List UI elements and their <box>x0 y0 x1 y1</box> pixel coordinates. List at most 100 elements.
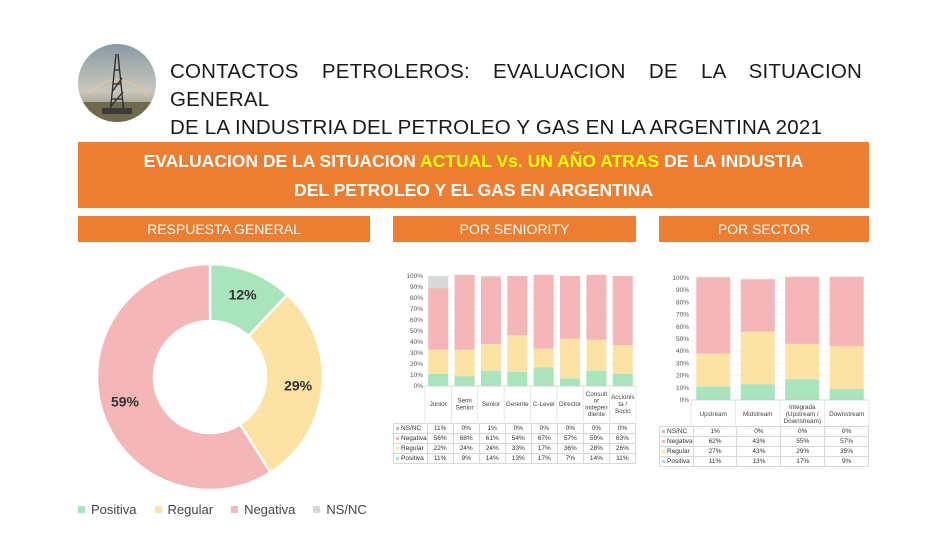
seniority-table-cell: 11% <box>426 453 454 464</box>
seniority-bar-negativa <box>533 274 554 349</box>
donut-chart: 12% 29% 59% <box>95 262 325 492</box>
seniority-tick-label: 90% <box>410 284 423 291</box>
sector-tick-label: 70% <box>676 312 689 319</box>
sector-tick-label: 60% <box>676 324 689 331</box>
legend-swatch <box>154 506 162 513</box>
legend-marker <box>662 449 665 453</box>
seniority-tick-label: 100% <box>406 273 423 280</box>
seniority-table-cell: 59% <box>582 433 610 444</box>
seniority-bar-positiva <box>507 371 528 386</box>
seniority-table-cell: 9% <box>452 453 480 464</box>
legend-swatch <box>78 506 85 513</box>
sector-table-cell: 0% <box>780 426 826 437</box>
sector-row-header: Negativa <box>659 436 694 447</box>
legend-item-positiva: Positiva <box>78 502 137 517</box>
sector-table-cell: 27% <box>692 446 738 457</box>
sector-table-row: Negativa 62% 43% 55% 57% <box>659 436 869 447</box>
seniority-category-label: Senior <box>482 401 500 408</box>
sector-tick-label: 90% <box>676 287 689 294</box>
sector-category-label: Upstream <box>700 411 727 418</box>
seniority-table-cell: 0% <box>556 423 584 434</box>
legend-label: Regular <box>167 502 214 517</box>
seniority-table-row: Regular 22% 24% 24% 33% 17% 36% 28% 26% <box>393 443 637 454</box>
sector-bar-positiva <box>829 389 864 400</box>
seniority-row-label: Negativa <box>401 435 427 442</box>
legend-marker <box>396 426 399 430</box>
seniority-tick-label: 20% <box>410 361 423 368</box>
legend-label: Negativa <box>244 502 296 517</box>
sector-table-cell: 57% <box>824 436 869 447</box>
sector-row-header: Regular <box>659 446 694 457</box>
seniority-tick-label: 50% <box>410 328 423 335</box>
seniority-bar-regular <box>428 349 449 374</box>
seniority-table-cell: 63% <box>608 433 637 444</box>
seniority-tick-label: 80% <box>410 295 423 302</box>
banner-text-1: EVALUACION DE LA SITUACION <box>143 151 421 171</box>
seniority-table-row: Positiva 11% 9% 14% 13% 17% 7% 14% 11% <box>393 453 637 464</box>
seniority-table-cell: 0% <box>530 423 558 434</box>
seniority-bar-negativa <box>612 276 633 346</box>
seniority-tick-label: 0% <box>414 383 424 390</box>
sector-tick-label: 80% <box>676 299 689 306</box>
seniority-category-label: Junior <box>430 401 447 408</box>
sector-row-label: Regular <box>667 448 690 455</box>
legend-label: NS/NC <box>326 502 367 517</box>
seniority-row-label: NS/NC <box>401 425 422 432</box>
seniority-row-header: Negativa <box>393 433 428 444</box>
seniority-bar-ns-nc <box>480 276 501 278</box>
sector-tick-label: 30% <box>676 360 689 367</box>
donut-slice-regular <box>238 292 325 475</box>
seniority-bar-negativa <box>586 274 607 340</box>
seniority-bar-ns-nc <box>428 276 449 289</box>
sector-tick-label: 100% <box>672 275 689 282</box>
sector-bar-regular <box>696 353 731 387</box>
seniority-bar-positiva <box>586 370 607 386</box>
seniority-table-cell: 11% <box>426 423 454 434</box>
sector-bar-positiva <box>785 379 820 400</box>
banner-text-2: DE LA INDUSTIA <box>659 151 804 171</box>
legend-marker <box>662 429 665 433</box>
seniority-table-cell: 14% <box>582 453 610 464</box>
legend-swatch <box>313 506 321 513</box>
legend-marker <box>396 436 399 440</box>
sector-table-cell: 17% <box>780 456 826 467</box>
seniority-table-cell: 24% <box>478 443 506 454</box>
sector-bar-negativa <box>696 278 731 354</box>
seniority-bar-negativa <box>480 277 501 345</box>
sector-bar-negativa <box>829 276 864 347</box>
sector-table-cell: 0% <box>736 426 782 437</box>
legend-marker <box>396 456 399 460</box>
seniority-bar-positiva <box>480 370 501 386</box>
seniority-bar-regular <box>507 335 528 372</box>
seniority-table-cell: 0% <box>504 423 532 434</box>
sector-data-table: NS/NC 1% 0% 0% 0% Negativa 62% 43% 55% 57% Regular… <box>659 426 869 467</box>
seniority-table-cell: 68% <box>452 433 480 444</box>
title-line-1: CONTACTOS PETROLEROS: EVALUACION DE LA S… <box>170 60 862 111</box>
banner-line-2: DEL PETROLEO Y EL GAS EN ARGENTINA <box>294 180 653 200</box>
seniority-category-label: Director <box>559 401 581 408</box>
seniority-tick-label: 70% <box>410 306 423 313</box>
sector-category-label: Downstream <box>829 411 864 418</box>
sector-category-label: Midstream <box>743 411 772 418</box>
seniority-row-header: Regular <box>393 443 428 454</box>
seniority-table-cell: 28% <box>582 443 610 454</box>
sector-tick-label: 0% <box>680 397 690 404</box>
header-por-seniority: POR SENIORITY <box>393 216 636 242</box>
seniority-bar-regular <box>533 348 554 368</box>
seniority-bar-negativa <box>507 276 528 336</box>
legend-marker <box>662 459 665 463</box>
banner-line-1: EVALUACION DE LA SITUACION ACTUAL Vs. UN… <box>78 147 869 176</box>
sector-bar-positiva <box>740 384 775 400</box>
legend-marker <box>396 446 399 450</box>
sector-table-cell: 0% <box>824 426 869 437</box>
legend-item-regular: Regular <box>154 502 214 517</box>
seniority-table-cell: 33% <box>504 443 532 454</box>
sector-bar-regular <box>740 331 775 385</box>
sector-bar-regular <box>785 343 820 380</box>
seniority-bar-regular <box>560 338 581 379</box>
sector-row-label: Negativa <box>667 438 693 445</box>
seniority-category-label: C-Level <box>533 401 555 408</box>
sector-table-cell: 62% <box>692 436 738 447</box>
sector-table-cell: 11% <box>692 456 738 467</box>
legend-marker <box>662 439 665 443</box>
